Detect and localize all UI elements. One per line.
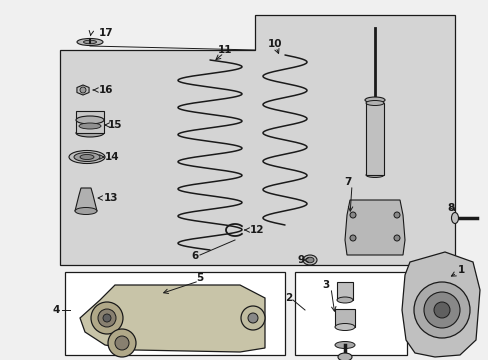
Text: 15: 15	[108, 120, 122, 130]
Circle shape	[98, 309, 116, 327]
Text: 13: 13	[104, 193, 118, 203]
Circle shape	[393, 235, 399, 241]
Bar	[365, 103, 383, 175]
Circle shape	[80, 87, 86, 93]
Text: 16: 16	[99, 85, 113, 95]
Ellipse shape	[75, 207, 97, 215]
Ellipse shape	[334, 342, 354, 348]
Circle shape	[423, 292, 459, 328]
Circle shape	[247, 313, 258, 323]
Ellipse shape	[365, 100, 383, 105]
Text: 14: 14	[105, 152, 120, 162]
Circle shape	[241, 306, 264, 330]
Ellipse shape	[76, 129, 104, 137]
Circle shape	[91, 302, 123, 334]
Polygon shape	[75, 188, 97, 211]
Ellipse shape	[364, 97, 384, 103]
Ellipse shape	[69, 150, 105, 163]
Polygon shape	[60, 15, 454, 265]
Text: 8: 8	[447, 203, 454, 213]
Circle shape	[349, 212, 355, 218]
Circle shape	[103, 314, 111, 322]
Ellipse shape	[80, 154, 94, 159]
Polygon shape	[77, 85, 89, 95]
Text: 4: 4	[52, 305, 60, 315]
Circle shape	[433, 302, 449, 318]
Bar	[76, 111, 104, 133]
Text: 1: 1	[457, 265, 464, 275]
Ellipse shape	[77, 39, 103, 45]
Ellipse shape	[336, 297, 352, 303]
Text: 17: 17	[99, 28, 113, 38]
Text: 7: 7	[344, 177, 351, 187]
Ellipse shape	[305, 257, 313, 263]
Bar	[65, 272, 285, 355]
Ellipse shape	[365, 172, 383, 177]
Ellipse shape	[334, 324, 354, 330]
Ellipse shape	[337, 353, 351, 360]
Circle shape	[393, 212, 399, 218]
Polygon shape	[345, 200, 404, 255]
Circle shape	[108, 329, 136, 357]
Bar	[334, 309, 354, 327]
Ellipse shape	[74, 153, 100, 162]
Text: 6: 6	[191, 251, 198, 261]
Polygon shape	[80, 285, 264, 352]
Circle shape	[413, 282, 469, 338]
Text: 10: 10	[267, 39, 282, 49]
Text: 5: 5	[196, 273, 203, 283]
Ellipse shape	[303, 255, 316, 265]
Polygon shape	[401, 252, 479, 357]
Circle shape	[115, 336, 129, 350]
Ellipse shape	[450, 212, 458, 224]
Text: 11: 11	[217, 45, 232, 55]
Ellipse shape	[79, 123, 101, 129]
Ellipse shape	[76, 116, 104, 124]
Text: 12: 12	[249, 225, 264, 235]
Bar	[336, 282, 352, 300]
Circle shape	[349, 235, 355, 241]
Ellipse shape	[83, 40, 96, 44]
Bar	[294, 272, 406, 355]
Text: 9: 9	[297, 255, 305, 265]
Text: 2: 2	[284, 293, 291, 303]
Text: 3: 3	[322, 280, 329, 290]
